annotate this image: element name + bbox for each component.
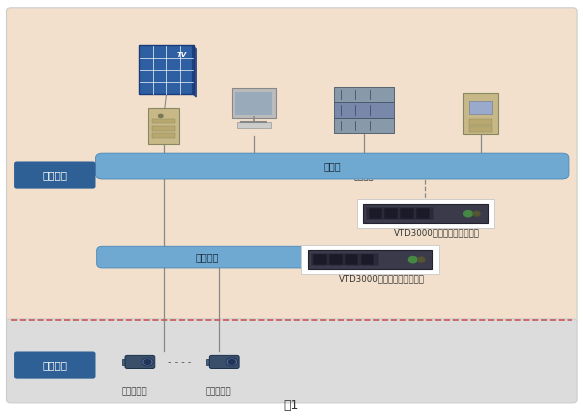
FancyBboxPatch shape — [237, 122, 271, 128]
FancyBboxPatch shape — [334, 118, 395, 133]
Text: TV: TV — [177, 52, 187, 58]
Text: 高清视频显示: 高清视频显示 — [154, 157, 185, 166]
Text: 视频存储和流媒
体服务器: 视频存储和流媒 体服务器 — [346, 161, 382, 181]
FancyBboxPatch shape — [139, 45, 194, 94]
FancyBboxPatch shape — [301, 246, 438, 274]
FancyBboxPatch shape — [363, 204, 487, 223]
FancyBboxPatch shape — [469, 101, 492, 114]
FancyBboxPatch shape — [334, 102, 395, 118]
FancyBboxPatch shape — [313, 254, 326, 265]
FancyBboxPatch shape — [469, 126, 492, 132]
Circle shape — [142, 358, 153, 366]
Text: 以太网: 以太网 — [324, 161, 341, 171]
Text: VTD3000视频交通事件检测器: VTD3000视频交通事件检测器 — [394, 228, 480, 237]
FancyBboxPatch shape — [368, 208, 382, 219]
FancyBboxPatch shape — [311, 253, 379, 266]
FancyBboxPatch shape — [206, 359, 213, 365]
FancyBboxPatch shape — [6, 8, 577, 323]
Text: 图1: 图1 — [284, 399, 299, 412]
FancyBboxPatch shape — [361, 254, 374, 265]
Text: 传输平台: 传输平台 — [195, 252, 219, 262]
Text: 前端设备: 前端设备 — [43, 360, 67, 370]
FancyBboxPatch shape — [366, 207, 434, 220]
FancyBboxPatch shape — [236, 92, 272, 115]
Circle shape — [473, 211, 480, 216]
FancyBboxPatch shape — [14, 352, 96, 379]
FancyBboxPatch shape — [122, 359, 129, 365]
Circle shape — [418, 257, 425, 262]
FancyBboxPatch shape — [14, 161, 96, 189]
FancyBboxPatch shape — [152, 119, 175, 123]
FancyBboxPatch shape — [416, 208, 430, 219]
FancyBboxPatch shape — [329, 254, 342, 265]
FancyBboxPatch shape — [401, 208, 413, 219]
FancyBboxPatch shape — [125, 355, 154, 368]
Text: VTD3000视频交通事件检测器: VTD3000视频交通事件检测器 — [339, 274, 424, 283]
FancyBboxPatch shape — [152, 133, 175, 138]
Circle shape — [229, 360, 235, 365]
Text: 数据库服务器: 数据库服务器 — [465, 157, 496, 166]
FancyBboxPatch shape — [149, 109, 178, 144]
FancyBboxPatch shape — [6, 319, 577, 403]
Text: - - - -: - - - - — [168, 357, 191, 367]
Text: 客户端: 客户端 — [246, 157, 261, 166]
Text: 中心设备: 中心设备 — [43, 170, 67, 180]
FancyBboxPatch shape — [469, 119, 492, 124]
Text: 数字摄像机: 数字摄像机 — [206, 387, 231, 396]
Text: 数字摄像机: 数字摄像机 — [122, 387, 147, 396]
FancyBboxPatch shape — [357, 199, 494, 228]
Circle shape — [463, 210, 472, 217]
FancyBboxPatch shape — [308, 250, 432, 269]
Circle shape — [159, 114, 163, 118]
FancyBboxPatch shape — [231, 88, 276, 119]
FancyBboxPatch shape — [97, 246, 318, 268]
FancyBboxPatch shape — [152, 126, 175, 131]
FancyBboxPatch shape — [96, 153, 569, 179]
Circle shape — [408, 256, 417, 263]
FancyBboxPatch shape — [334, 87, 395, 103]
Circle shape — [226, 358, 237, 366]
FancyBboxPatch shape — [209, 355, 239, 368]
Polygon shape — [192, 46, 196, 97]
FancyBboxPatch shape — [463, 93, 498, 134]
Circle shape — [144, 360, 151, 365]
FancyBboxPatch shape — [384, 208, 398, 219]
FancyBboxPatch shape — [345, 254, 359, 265]
